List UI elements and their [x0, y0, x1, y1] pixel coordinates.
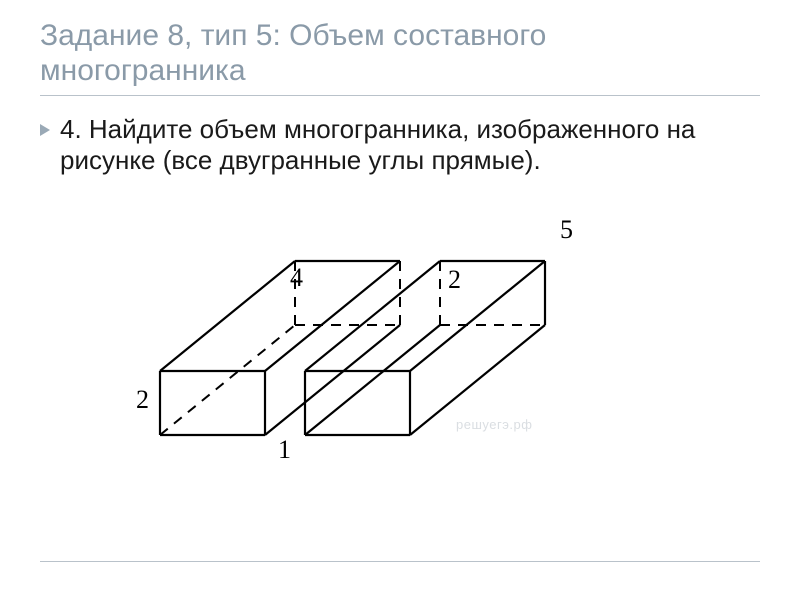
- dim-notch-bottom: 1: [278, 435, 291, 465]
- body-row: 4. Найдите объем многогранника, изображе…: [40, 114, 760, 176]
- dim-height: 2: [136, 385, 149, 415]
- dim-notch-width: 2: [448, 265, 461, 295]
- problem-text: 4. Найдите объем многогранника, изображе…: [60, 114, 760, 176]
- figure: 5 4 2 2 1 решуегэ.рф: [0, 225, 800, 485]
- figure-canvas: 5 4 2 2 1 решуегэ.рф: [140, 225, 660, 485]
- divider-top: [40, 95, 760, 96]
- bullet-icon: [40, 124, 50, 136]
- polyhedron-svg: [140, 225, 660, 485]
- dim-width-total: 5: [560, 215, 573, 245]
- divider-bottom: [40, 561, 760, 562]
- slide: Задание 8, тип 5: Объем составного много…: [0, 0, 800, 600]
- slide-title: Задание 8, тип 5: Объем составного много…: [40, 18, 760, 89]
- dim-depth: 4: [290, 263, 303, 293]
